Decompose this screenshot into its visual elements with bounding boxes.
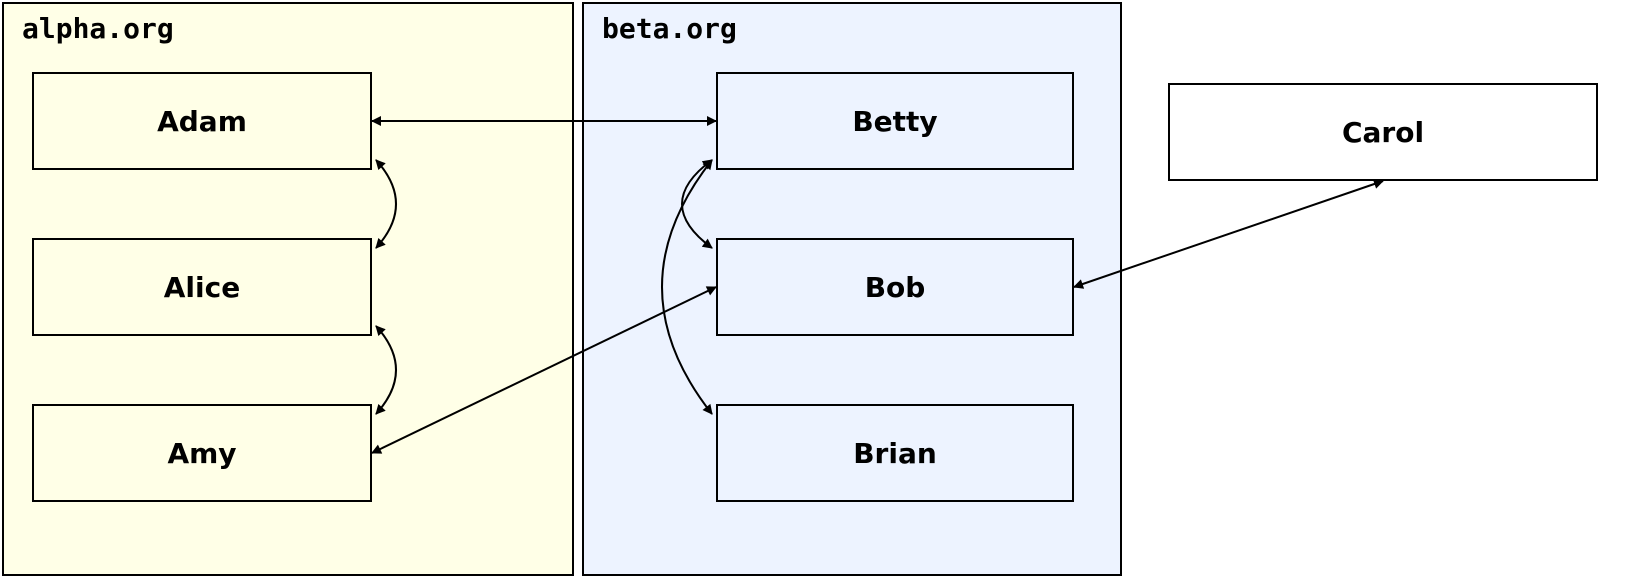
group-title-alpha: alpha.org — [22, 12, 174, 45]
node-amy: Amy — [32, 404, 372, 502]
node-betty: Betty — [716, 72, 1074, 170]
node-label-amy: Amy — [167, 437, 236, 470]
node-alice: Alice — [32, 238, 372, 336]
node-brian: Brian — [716, 404, 1074, 502]
node-label-brian: Brian — [853, 437, 937, 470]
node-label-bob: Bob — [865, 271, 926, 304]
node-carol: Carol — [1168, 83, 1598, 181]
node-adam: Adam — [32, 72, 372, 170]
node-bob: Bob — [716, 238, 1074, 336]
group-title-beta: beta.org — [602, 12, 737, 45]
node-label-alice: Alice — [164, 271, 240, 304]
node-label-betty: Betty — [852, 105, 937, 138]
node-label-carol: Carol — [1342, 116, 1424, 149]
node-label-adam: Adam — [157, 105, 247, 138]
